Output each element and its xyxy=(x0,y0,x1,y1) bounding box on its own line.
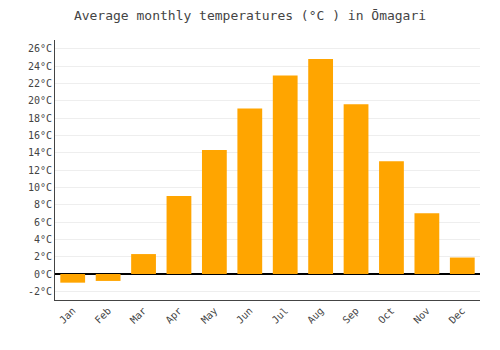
svg-text:Aug: Aug xyxy=(305,305,326,326)
svg-text:-2°C: -2°C xyxy=(28,286,52,297)
svg-text:Mar: Mar xyxy=(128,305,149,326)
svg-text:Nov: Nov xyxy=(411,305,432,326)
svg-text:Sep: Sep xyxy=(340,305,361,326)
svg-text:8°C: 8°C xyxy=(34,199,52,210)
svg-text:18°C: 18°C xyxy=(28,113,52,124)
svg-text:Jun: Jun xyxy=(234,305,255,326)
svg-text:12°C: 12°C xyxy=(28,165,52,176)
svg-text:May: May xyxy=(199,305,220,326)
svg-text:Average monthly temperatures (: Average monthly temperatures (°C ) in Ōm… xyxy=(74,8,426,23)
svg-text:10°C: 10°C xyxy=(28,182,52,193)
svg-text:24°C: 24°C xyxy=(28,61,52,72)
svg-text:14°C: 14°C xyxy=(28,147,52,158)
svg-text:22°C: 22°C xyxy=(28,78,52,89)
svg-text:Jul: Jul xyxy=(270,305,291,326)
svg-text:Dec: Dec xyxy=(447,305,468,326)
svg-text:Jan: Jan xyxy=(57,305,78,326)
svg-text:16°C: 16°C xyxy=(28,130,52,141)
svg-text:20°C: 20°C xyxy=(28,95,52,106)
svg-text:Feb: Feb xyxy=(93,305,114,326)
svg-text:26°C: 26°C xyxy=(28,43,52,54)
svg-text:4°C: 4°C xyxy=(34,234,52,245)
svg-text:Apr: Apr xyxy=(163,305,184,326)
svg-text:0°C: 0°C xyxy=(34,269,52,280)
svg-text:2°C: 2°C xyxy=(34,251,52,262)
svg-text:6°C: 6°C xyxy=(34,217,52,228)
svg-text:Oct: Oct xyxy=(376,305,397,326)
